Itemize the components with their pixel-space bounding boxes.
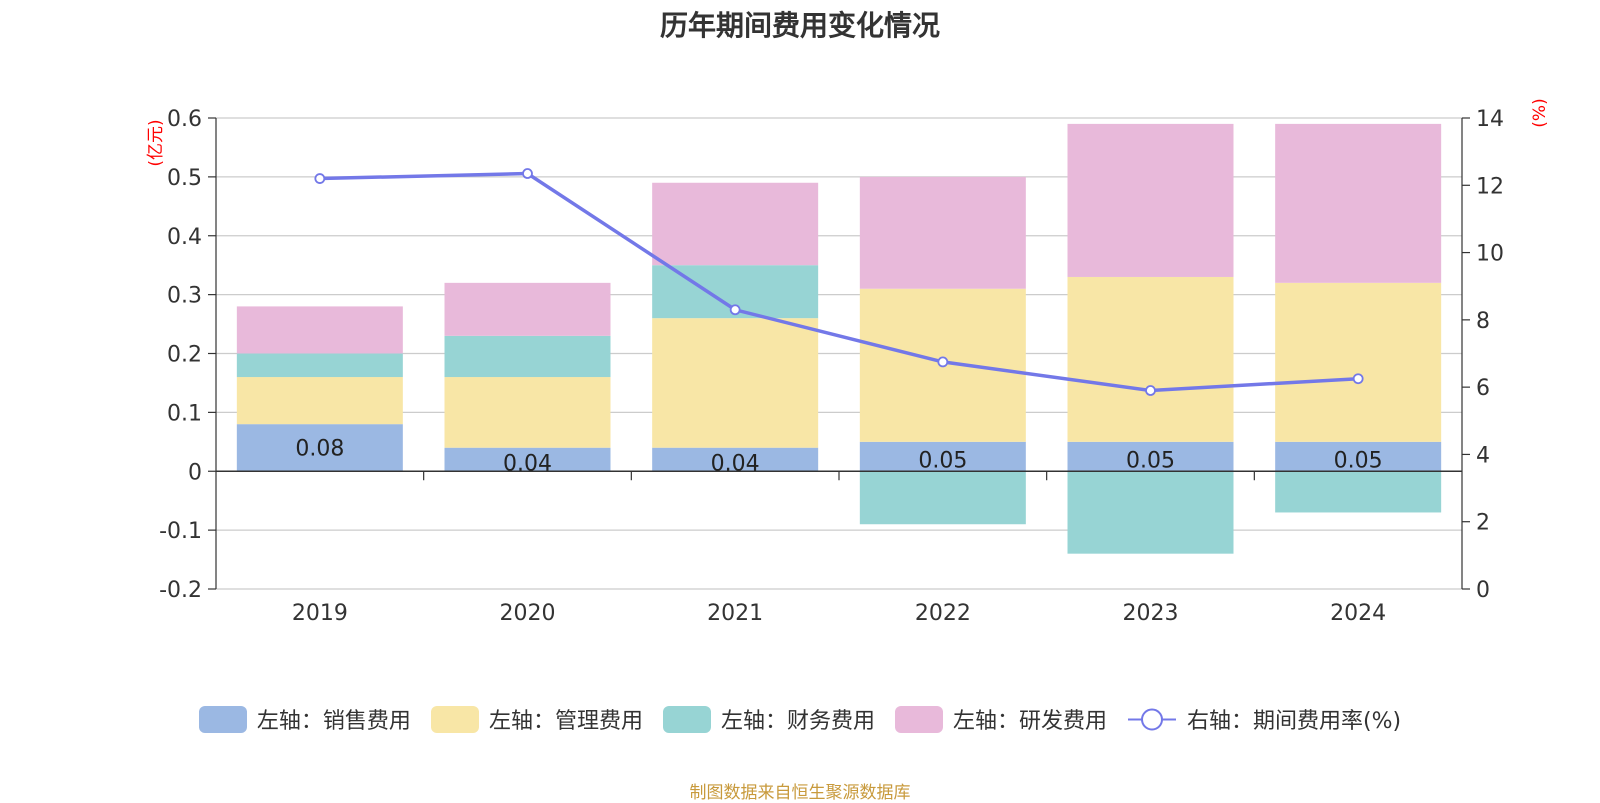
rate-series-line [319,171,1359,393]
source-note: 制图数据来自恒生聚源数据库 [689,783,911,803]
bar-segment [1275,471,1442,513]
legend-label: 左轴：财务费用 [720,709,875,734]
bar-segment [1067,123,1234,277]
rate-point [1145,385,1156,396]
right-axis-tick-label: 2 [1476,511,1490,536]
left-axis-tick-label: 0.3 [167,284,202,309]
left-axis-tick-label: 0.2 [167,343,202,368]
axes [208,117,1470,590]
rate-point [314,173,326,184]
bar-data-label: 0.04 [711,451,760,476]
rate-line [314,168,1364,396]
bar-segment [444,447,611,472]
legend-swatch [894,705,943,733]
left-axis-tick-label: 0 [188,460,202,485]
legend-item[interactable]: 左轴：管理费用 [430,703,643,735]
bar-segment [1275,441,1442,472]
legend-label: 左轴：研发费用 [952,709,1107,734]
left-axis-unit: (亿元) [146,119,166,166]
bar-data-label: 0.08 [295,437,344,462]
legend-swatch [198,705,247,733]
right-axis-tick-label: 8 [1476,309,1490,334]
bars [236,123,1442,554]
rate-point [1352,373,1364,385]
bar-segment [236,377,403,425]
bar-segment [652,447,819,472]
legend-item[interactable]: 左轴：销售费用 [198,703,411,735]
x-axis-tick-label: 2023 [1123,601,1179,626]
bar-segment [1067,471,1234,554]
bar-segment [652,318,819,448]
bar-data-label: 0.04 [503,451,552,476]
bar-segment [1275,282,1442,442]
bar-segment [1067,441,1234,472]
x-axis-tick-label: 2021 [707,601,763,626]
bar-segment [444,377,611,448]
rate-point [522,168,533,179]
x-axis-tick-label: 2024 [1330,601,1386,626]
legend-item[interactable]: 左轴：财务费用 [662,703,875,735]
right-axis-tick-label: 6 [1476,376,1490,401]
right-axis-tick-label: 14 [1476,107,1504,132]
legend-item[interactable]: 右轴：期间费用率(%) [1127,703,1401,735]
bar-segment [444,282,611,336]
legend-item[interactable]: 左轴：研发费用 [894,703,1107,735]
legend-label: 左轴：管理费用 [488,709,643,734]
grid-lines [216,117,1462,590]
bar-segment [236,306,403,354]
bar-data-label: 0.05 [1334,449,1383,474]
right-axis-unit: (%) [1530,98,1550,127]
labels: -0.2 -0.1 0 0.1 0.2 0.3 0.4 0.5 0.6 0 2 4 6 8 10 12 14 (亿… [146,98,1550,626]
right-axis-tick-label: 4 [1476,443,1490,468]
left-axis-tick-label: 0.4 [167,225,202,250]
left-axis-tick-label: 0.1 [167,401,202,426]
bar-segment [859,471,1026,525]
legend-line-circle-icon [1127,708,1176,730]
chart-plot: -0.2 -0.1 0 0.1 0.2 0.3 0.4 0.5 0.6 0 2 4 6 8 10 12 14 (亿… [146,98,1550,626]
legend-swatch [662,705,711,733]
bar-data-label: 0.05 [918,449,967,474]
bar-data-label: 0.05 [1126,449,1175,474]
bar-segment [859,441,1026,472]
right-axis-tick-label: 12 [1476,174,1504,199]
bar-segment [236,353,403,378]
right-axis-tick-label: 10 [1476,242,1504,267]
legend: 左轴：销售费用 左轴：管理费用 左轴：财务费用 左轴：研发费用 右轴：期间费用率(%) [0,703,1600,735]
bar-segment [444,335,611,378]
bar-segment [1067,276,1234,442]
left-axis-tick-label: -0.1 [159,519,202,544]
rate-point [937,356,949,368]
chart-title: 历年期间费用变化情况 [659,9,940,42]
x-axis-tick-label: 2020 [500,601,556,626]
x-axis-tick-label: 2019 [292,601,348,626]
x-axis-tick-label: 2022 [915,601,971,626]
legend-swatch [430,705,479,733]
bar-segment [236,424,403,472]
bar-segment [859,176,1026,289]
left-axis-tick-label: -0.2 [159,578,202,603]
left-axis-tick-label: 0.6 [167,107,202,132]
legend-label: 左轴：销售费用 [256,709,411,734]
left-axis-tick-label: 0.5 [167,166,202,191]
right-axis-tick-label: 0 [1476,578,1490,603]
legend-label: 右轴：期间费用率(%) [1186,709,1402,734]
bar-segment [1275,123,1442,283]
rate-point [729,304,741,316]
bar-segment [652,182,819,266]
